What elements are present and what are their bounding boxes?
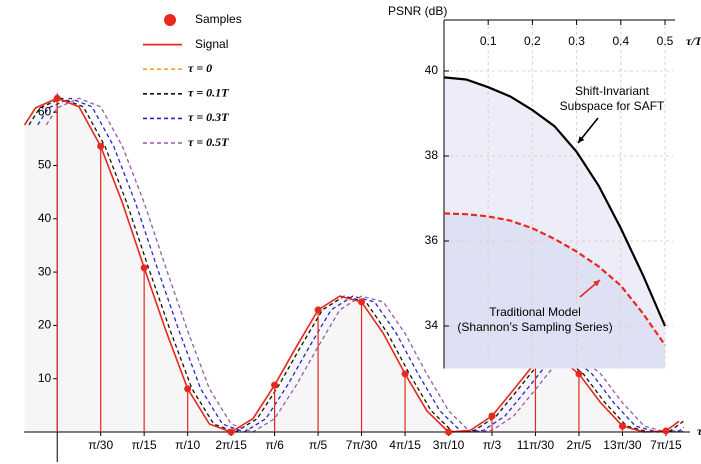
inset-y-tick-label: 38 [425, 148, 439, 162]
y-tick-label: 20 [38, 318, 52, 332]
inset-plot: 0.1 0.2 0.3 0.4 0.5 34 36 38 40 PSNR (dB) τ/T Shift… [388, 4, 701, 369]
inset-line [443, 212, 666, 346]
sample-dot [140, 264, 148, 272]
plot-area [24, 97, 684, 433]
sample-dot [53, 94, 61, 102]
annotation: Shift-Invariant [575, 84, 650, 98]
legend-label: Samples [195, 12, 242, 26]
y-tick-label: 50 [38, 158, 52, 172]
legend-label: τ = 0 [188, 61, 212, 75]
legend-label: τ = 0.3T [188, 110, 229, 124]
inset-line [443, 76, 667, 327]
sample-dot [184, 385, 192, 393]
legend-marker [164, 14, 176, 26]
sample-dot [662, 427, 670, 435]
annotation: Subspace for SAFT [560, 99, 665, 113]
x-tick-label: 7π/30 [346, 438, 378, 452]
arrow-head [578, 136, 585, 143]
signal-line [24, 97, 680, 433]
sample-dot [314, 306, 322, 314]
inset-area [444, 213, 665, 369]
legend-label: τ = 0.5T [188, 135, 229, 149]
y-tick-label: 10 [38, 371, 52, 385]
x-tick-label: 3π/10 [433, 438, 465, 452]
x-tick-label: 2π/15 [215, 438, 247, 452]
sample-dot [488, 412, 496, 420]
sample-dot [445, 428, 453, 436]
legend-label: τ = 0.1T [188, 86, 229, 100]
shifted-curve [45, 97, 684, 433]
x-tick-label: π/10 [175, 438, 200, 452]
inset-y-tick-label: 34 [425, 318, 439, 332]
legend-label: Signal [195, 37, 228, 51]
inset-x-label: τ/T [686, 34, 701, 48]
x-tick-label: π/15 [132, 438, 157, 452]
x-tick-label: 13π/30 [603, 438, 642, 452]
inset-y-tick-label: 36 [425, 233, 439, 247]
sample-dot [358, 298, 366, 306]
sample-dot [271, 381, 279, 389]
inset-x-tick-label: 0.4 [612, 34, 629, 48]
x-tick-label: 4π/15 [389, 438, 421, 452]
sample-dot [575, 370, 583, 378]
y-tick-label: 30 [38, 264, 52, 278]
y-tick-label: 40 [38, 211, 52, 225]
x-tick-label: 11π/30 [517, 438, 555, 452]
x-tick-label: π/6 [265, 438, 284, 452]
x-axis-label: τ [697, 424, 701, 438]
shifted-curve [37, 97, 684, 433]
sample-dot [97, 142, 105, 150]
main-plot: τ 10 20 30 40 50 60 π/30 π/15 π/10 2π/15 π/6 π/5 7π/3… [24, 93, 701, 462]
x-tick-label: π/3 [483, 438, 502, 452]
sample-dot [401, 370, 409, 378]
legend: Samples Signal τ = 0 τ = 0.1T τ = 0.3T τ = 0.… [143, 12, 242, 149]
sample-dot [227, 428, 235, 436]
inset-x-tick-label: 0.2 [524, 34, 541, 48]
arrow-head [593, 280, 600, 287]
annotation: (Shannon’s Sampling Series) [457, 320, 612, 334]
sample-dot [618, 422, 626, 430]
signal-area [24, 98, 680, 433]
inset-y-label: PSNR (dB) [388, 4, 447, 18]
inset-y-tick-label: 40 [425, 63, 439, 77]
x-tick-label: π/30 [88, 438, 113, 452]
y-tick-label: 60 [38, 104, 52, 118]
annotation: Traditional Model [489, 305, 581, 319]
inset-x-tick-label: 0.5 [657, 34, 674, 48]
x-tick-label: 2π/5 [566, 438, 591, 452]
x-tick-label: 7π/15 [650, 438, 682, 452]
inset-x-tick-label: 0.1 [480, 34, 497, 48]
inset-x-tick-label: 0.3 [568, 34, 585, 48]
x-tick-label: π/5 [309, 438, 328, 452]
